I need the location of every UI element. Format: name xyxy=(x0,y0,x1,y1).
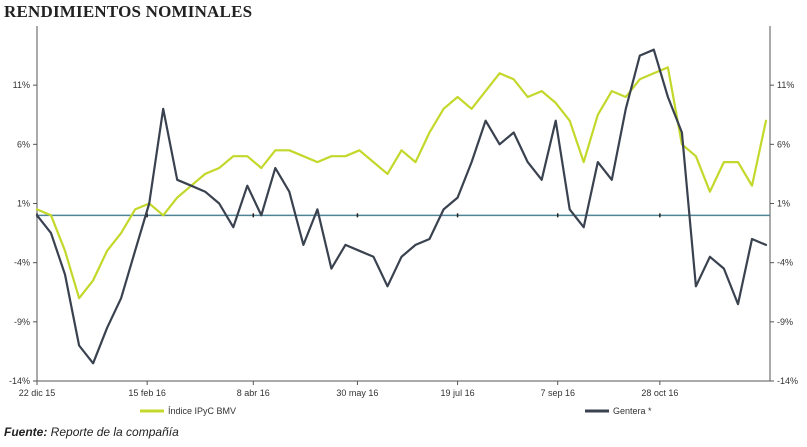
x-tick-label: 22 dic 15 xyxy=(19,388,56,398)
y-tick-label-left: 1% xyxy=(17,199,30,209)
x-tick-label: 8 abr 16 xyxy=(237,388,270,398)
x-tick-label: 28 oct 16 xyxy=(641,388,678,398)
source-text: Reporte de la compañía xyxy=(47,425,179,439)
y-tick-label-left: 6% xyxy=(17,139,30,149)
y-axis-left-ticks: 11% 6% 1% -4% -9% -14% xyxy=(9,80,37,386)
legend: Índice IPyC BMV Gentera * xyxy=(140,406,652,416)
source-note: Fuente: Reporte de la compañía xyxy=(4,425,179,439)
x-tick-label: 7 sep 16 xyxy=(540,388,575,398)
series-line-indice-ipyc xyxy=(35,66,768,300)
x-axis-ticks: 22 dic 15 15 feb 16 8 abr 16 30 may 16 19 ju… xyxy=(19,213,678,398)
source-label: Fuente: xyxy=(4,425,48,439)
x-tick-label: 15 feb 16 xyxy=(128,388,166,398)
y-axis-right-ticks: 11% 6% 1% -4% -9% -14% xyxy=(770,80,798,386)
y-tick-label-right: -14% xyxy=(777,376,798,386)
line-chart: 11% 6% 1% -4% -9% -14% 11% 6% 1% -4% -9% -14% 22 d… xyxy=(9,26,798,416)
series-line-gentera xyxy=(35,48,768,365)
y-tick-label-right: 11% xyxy=(777,80,794,90)
legend-label: Índice IPyC BMV xyxy=(168,406,236,416)
y-tick-label-right: -9% xyxy=(777,317,793,327)
y-tick-label-left: -4% xyxy=(14,258,30,268)
y-tick-label-left: -9% xyxy=(14,317,30,327)
legend-label: Gentera * xyxy=(613,406,652,416)
y-tick-label-right: -4% xyxy=(777,258,793,268)
y-tick-label-left: -14% xyxy=(9,376,30,386)
y-tick-label-right: 1% xyxy=(777,199,790,209)
y-tick-label-right: 6% xyxy=(777,139,790,149)
series-layer xyxy=(35,48,768,365)
x-tick-label: 30 may 16 xyxy=(336,388,378,398)
x-tick-label: 19 jul 16 xyxy=(441,388,475,398)
chart-title: RENDIMIENTOS NOMINALES xyxy=(4,2,253,21)
y-tick-label-left: 11% xyxy=(13,80,30,90)
